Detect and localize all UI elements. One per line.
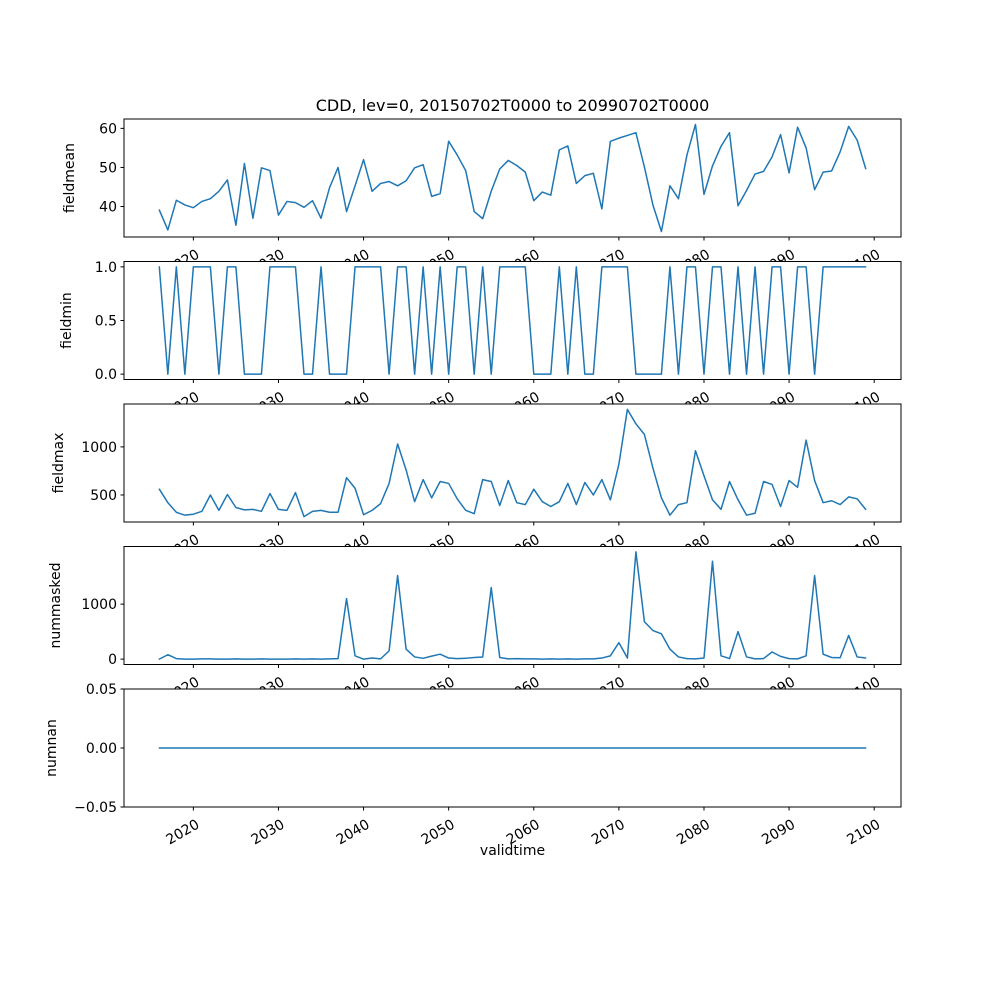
y-tick-label: −0.05 — [74, 800, 117, 816]
subplot-fieldmax: 2020203020402050206020702080209021005001… — [51, 403, 902, 563]
subplot-numnan: 2020 2030 2040 2050 2060 2070 2080 2090 2100−0.0… — [44, 682, 902, 848]
axes-background — [124, 119, 901, 237]
y-tick-label: 1000 — [81, 440, 117, 456]
y-tick-label: 1.0 — [95, 260, 117, 276]
y-axis-label: fieldmin — [59, 292, 75, 349]
axes-frame — [123, 546, 902, 665]
y-tick-label: 1000 — [81, 597, 117, 613]
subplot-fieldmin: 2020203020402050206020702080209021000.00… — [59, 260, 902, 421]
data-line-fieldmin — [158, 266, 867, 375]
figure-title: CDD, lev=0, 20150702T0000 to 20990702T00… — [315, 96, 710, 115]
axes-background — [124, 404, 901, 522]
axes-frame — [123, 403, 902, 523]
y-axis-label: fieldmax — [51, 433, 67, 494]
y-tick-label: 0.5 — [95, 314, 117, 330]
data-line-fieldmean — [158, 123, 867, 233]
x-axis-label: validtime — [479, 843, 546, 859]
y-tick-label: 0.00 — [86, 741, 117, 757]
y-axis-label: numnan — [44, 719, 60, 777]
y-tick-label: 0.0 — [95, 367, 117, 383]
data-line-fieldmax — [158, 408, 867, 518]
y-tick-label: 500 — [90, 488, 117, 504]
subplot-nummasked: 2020203020402050206020702080209021000100… — [48, 546, 902, 706]
data-line-nummasked — [158, 551, 867, 660]
y-axis-label: fieldmean — [62, 143, 78, 213]
axes-background — [124, 546, 901, 665]
axes-frame — [123, 688, 902, 808]
y-tick-label: 50 — [99, 160, 117, 176]
axes-frame — [123, 261, 902, 380]
y-tick-label: 60 — [99, 121, 117, 137]
y-axis-label: nummasked — [48, 562, 64, 648]
axes-frame — [123, 118, 902, 238]
y-tick-label: 0 — [108, 652, 117, 668]
subplot-fieldmean: 2020203020402050206020702080209021004050… — [62, 118, 902, 278]
y-tick-label: 0.05 — [86, 682, 117, 698]
y-tick-label: 40 — [99, 200, 117, 216]
